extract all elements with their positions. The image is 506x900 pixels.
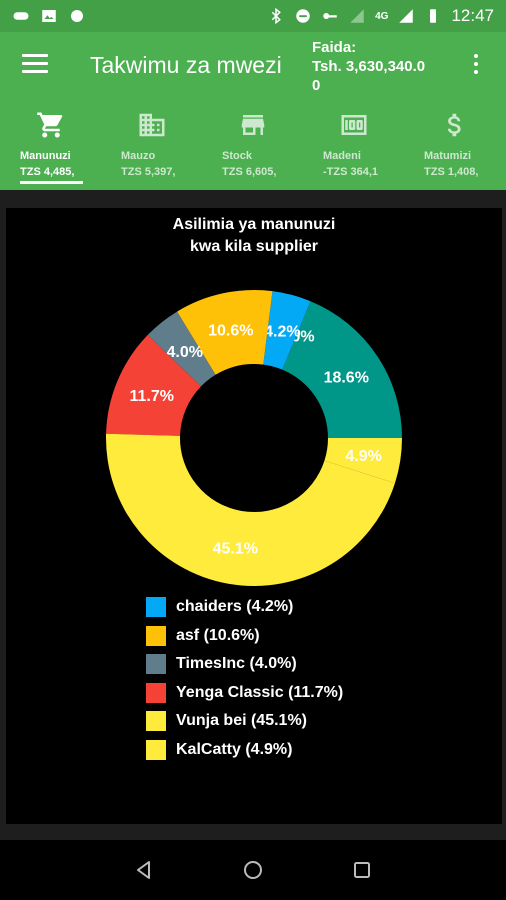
legend-item-timesinc: TimesInc (4.0%)	[146, 650, 343, 679]
image-icon	[42, 10, 56, 22]
slice-label-timesinc: 4.0%	[167, 344, 203, 361]
profit-summary: Faida: Tsh. 3,630,340.0 0	[312, 38, 462, 95]
tab-label: Mauzo	[121, 150, 156, 162]
slice-label-asf: 10.6%	[208, 322, 253, 339]
legend-item-vunja-bei: Vunja bei (45.1%)	[146, 707, 343, 736]
tab-madeni[interactable]: Madeni -TZS 364,1	[303, 100, 404, 190]
signal-icon	[399, 9, 414, 23]
pie-slice-chaiders[interactable]	[263, 291, 311, 370]
legend-label: TimesInc (4.0%)	[176, 655, 297, 673]
overflow-menu-icon[interactable]	[470, 54, 482, 78]
tab-matumizi[interactable]: Matumizi TZS 1,408,	[404, 100, 505, 190]
bluetooth-icon	[271, 7, 281, 25]
pie-slice-yenga-classic[interactable]	[106, 334, 201, 436]
recents-icon[interactable]	[350, 858, 374, 882]
building-icon	[139, 113, 165, 137]
legend-item-yenga-classic: Yenga Classic (11.7%)	[146, 679, 343, 708]
tab-value: -TZS 364,1	[323, 166, 379, 178]
chart-card: Asilimia ya manunuzi kwa kila supplier 1…	[6, 208, 502, 824]
legend-item-chaiders: chaiders (4.2%)	[146, 593, 343, 622]
battery-icon	[430, 9, 437, 23]
chart-legend: chaiders (4.2%) asf (10.6%) TimesInc (4.0%…	[146, 593, 343, 764]
pie-slice-kalcatty[interactable]	[324, 438, 402, 484]
slice-label-kalcatty: 4.9%	[345, 448, 381, 465]
profit-value: Tsh. 3,630,340.0	[312, 58, 426, 75]
tab-value: TZS 5,397,	[121, 166, 176, 178]
menu-icon[interactable]	[22, 54, 48, 78]
legend-swatch	[146, 739, 166, 760]
legend-label: Vunja bei (45.1%)	[176, 712, 307, 730]
stats-tabs: Manunuzi TZS 4,485, Mauzo TZS 5,397, Sto…	[0, 100, 506, 190]
pie-slice-timesinc[interactable]	[147, 311, 216, 387]
signal-off-icon	[350, 9, 364, 23]
page-title: Takwimu za mwezi	[90, 52, 282, 78]
profit-value-wrap: 0	[312, 77, 321, 94]
pie-slice-unlabeled-0[interactable]	[282, 301, 402, 438]
circle-icon	[71, 10, 83, 22]
tab-manunuzi[interactable]: Manunuzi TZS 4,485,	[0, 100, 101, 190]
tab-stock[interactable]: Stock TZS 6,605,	[202, 100, 303, 190]
legend-label: KalCatty (4.9%)	[176, 740, 293, 758]
legend-label: Yenga Classic (11.7%)	[176, 683, 344, 701]
slice-label-yenga-classic: 11.7%	[129, 388, 173, 405]
money-icon	[341, 115, 367, 135]
chart-title-line1: Asilimia ya manunuzi	[172, 216, 336, 233]
legend-item-kalcatty: KalCatty (4.9%)	[146, 736, 343, 765]
tab-value: TZS 1,408,	[424, 166, 479, 178]
dnd-icon	[296, 9, 310, 23]
legend-label: chaiders (4.2%)	[176, 598, 294, 616]
tab-label: Matumizi	[424, 150, 472, 162]
profit-label: Faida:	[312, 39, 357, 56]
clock: 12:47	[451, 6, 494, 25]
legend-swatch	[146, 654, 166, 675]
network-type: 4G	[375, 10, 389, 22]
status-bar: 4G 12:47	[0, 0, 506, 32]
store-icon	[241, 115, 265, 135]
pie-slice-asf[interactable]	[177, 290, 273, 375]
system-nav-bar	[0, 840, 506, 900]
donut-chart[interactable]: 18.6%0.0%4.2%10.6%4.0%11.7%45.1%4.9%	[6, 208, 502, 588]
vpn-key-icon	[13, 12, 29, 20]
legend-swatch	[146, 625, 166, 646]
chart-title-line2: kwa kila supplier	[189, 238, 319, 255]
tab-value: TZS 6,605,	[222, 166, 277, 178]
legend-item-asf: asf (10.6%)	[146, 622, 343, 651]
content-area: Asilimia ya manunuzi kwa kila supplier 1…	[0, 190, 506, 840]
tab-value: TZS 4,485,	[20, 166, 75, 178]
key-icon	[323, 13, 337, 19]
tab-label: Manunuzi	[20, 150, 71, 162]
home-icon[interactable]	[241, 858, 265, 882]
slice-label-unlabeled-0: 18.6%	[324, 369, 369, 386]
tab-label: Madeni	[323, 150, 361, 162]
tab-label: Stock	[222, 150, 252, 162]
legend-swatch	[146, 711, 166, 732]
tab-mauzo[interactable]: Mauzo TZS 5,397,	[101, 100, 202, 190]
slice-label-vunja-bei: 45.1%	[213, 540, 258, 557]
dollar-icon	[447, 113, 461, 137]
cart-icon	[37, 112, 63, 138]
chart-title: Asilimia ya manunuzi kwa kila supplier	[6, 214, 502, 258]
app-bar: Takwimu za mwezi Faida: Tsh. 3,630,340.0…	[0, 32, 506, 100]
back-icon[interactable]	[132, 858, 156, 882]
slice-label-chaiders: 4.2%	[264, 324, 300, 341]
legend-label: asf (10.6%)	[176, 626, 260, 644]
legend-swatch	[146, 597, 166, 618]
legend-swatch	[146, 682, 166, 703]
pie-slice-vunja-bei[interactable]	[106, 433, 395, 587]
